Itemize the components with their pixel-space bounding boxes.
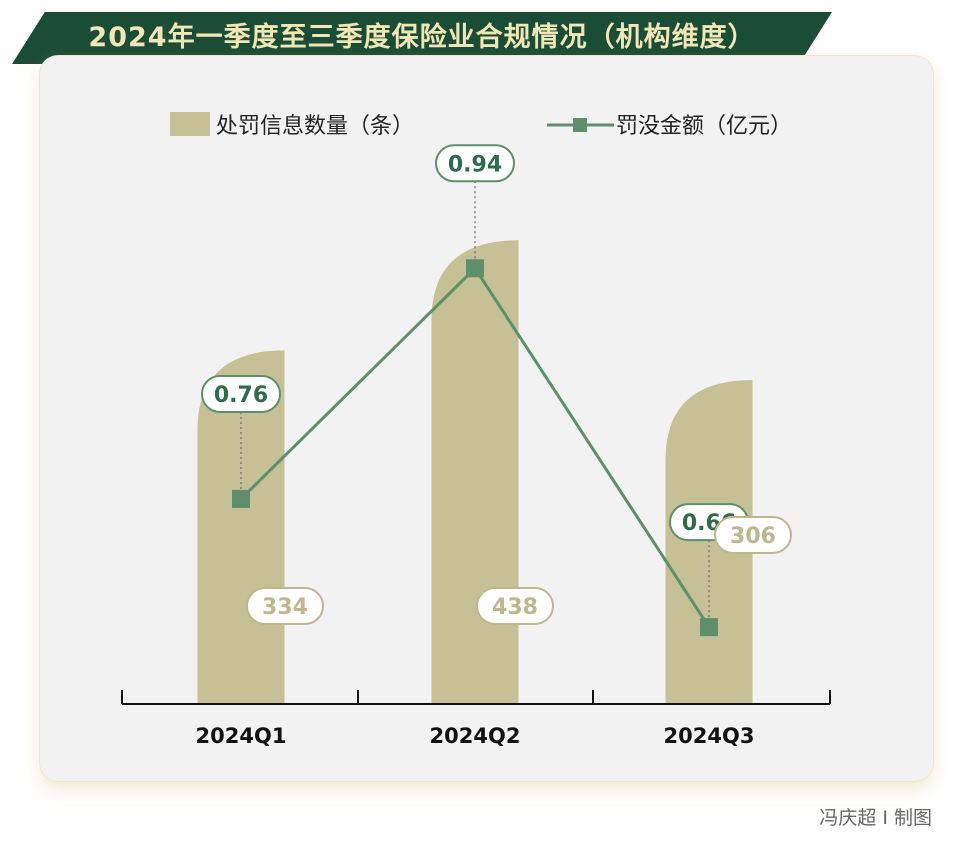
line-label-pill-2024Q1 (201, 374, 281, 413)
x-tick-label-2024Q1: 2024Q1 (196, 724, 287, 748)
line-marker-2024Q1 (232, 489, 250, 508)
line-value-label-2024Q1: 0.76 (214, 383, 268, 408)
legend-line-label: 罚没金额（亿元） (616, 114, 792, 139)
bar-value-label-2024Q3: 306 (730, 524, 776, 549)
bar-2024Q2 (431, 240, 519, 704)
legend-line-marker (573, 118, 587, 132)
bar-label-pill-2024Q2 (476, 587, 554, 625)
x-axis: 2024Q1 2024Q2 2024Q3 (121, 690, 831, 748)
line-value-label-2024Q2: 0.94 (448, 152, 502, 177)
credit-text: 冯庆超 I 制图 (819, 807, 932, 829)
line-marker-2024Q3 (700, 618, 718, 637)
bar-series (197, 240, 753, 704)
line-marker-2024Q2 (466, 259, 484, 278)
bar-label-pill-2024Q1 (246, 587, 324, 625)
bar-label-pill-2024Q3 (714, 516, 792, 554)
bar-value-label-2024Q2: 438 (492, 595, 538, 620)
x-tick-label-2024Q3: 2024Q3 (664, 724, 755, 748)
legend-bar-swatch (170, 112, 210, 136)
line-label-pill-2024Q2 (435, 144, 515, 183)
chart-title: 2024年一季度至三季度保险业合规情况（机构维度） (88, 22, 756, 53)
legend: 处罚信息数量（条） 罚没金额（亿元） (170, 112, 792, 139)
line-series (232, 259, 718, 637)
title-banner (12, 12, 832, 64)
x-tick-label-2024Q2: 2024Q2 (430, 724, 521, 748)
legend-bar-label: 处罚信息数量（条） (216, 114, 414, 139)
bar-value-label-2024Q1: 334 (262, 595, 308, 620)
guide-lines (240, 181, 710, 620)
